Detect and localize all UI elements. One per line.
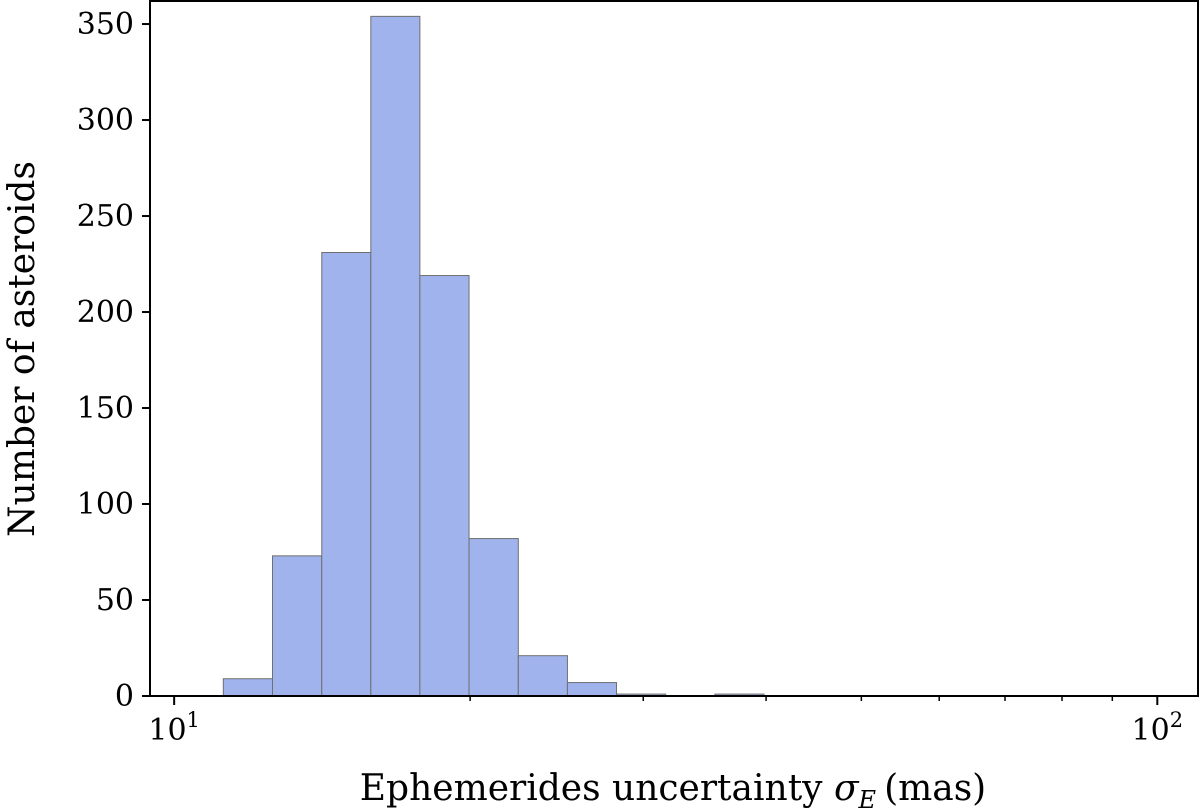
histogram-bar <box>419 275 470 697</box>
histogram-bar <box>271 555 323 697</box>
y-tick-label: 0 <box>115 679 134 714</box>
x-axis-ticks: 101 102 <box>148 696 1183 748</box>
x-axis-title: Ephemerides uncertainty σE (mas) <box>360 768 986 812</box>
y-axis-ticks: 0 50 100 150 200 250 300 350 <box>77 7 150 714</box>
y-tick-label: 200 <box>77 295 134 330</box>
y-tick-label: 50 <box>96 583 134 618</box>
plot-frame <box>149 0 1199 697</box>
y-axis-title: Number of asteroids <box>2 161 43 537</box>
histogram-bar <box>321 252 372 697</box>
x-tick-label: 102 <box>1132 708 1184 748</box>
histogram-bar <box>566 682 618 697</box>
y-tick-label: 300 <box>77 103 134 138</box>
y-tick-label: 250 <box>77 199 134 234</box>
x-tick-label: 101 <box>148 708 200 748</box>
y-tick-label: 350 <box>77 7 134 42</box>
histogram-bar <box>468 538 519 697</box>
histogram-bar <box>517 655 568 697</box>
histogram-bar <box>222 678 273 697</box>
histogram-bars <box>222 15 765 697</box>
histogram-bar <box>370 15 421 697</box>
y-tick-label: 150 <box>77 391 134 426</box>
y-tick-label: 100 <box>77 487 134 522</box>
